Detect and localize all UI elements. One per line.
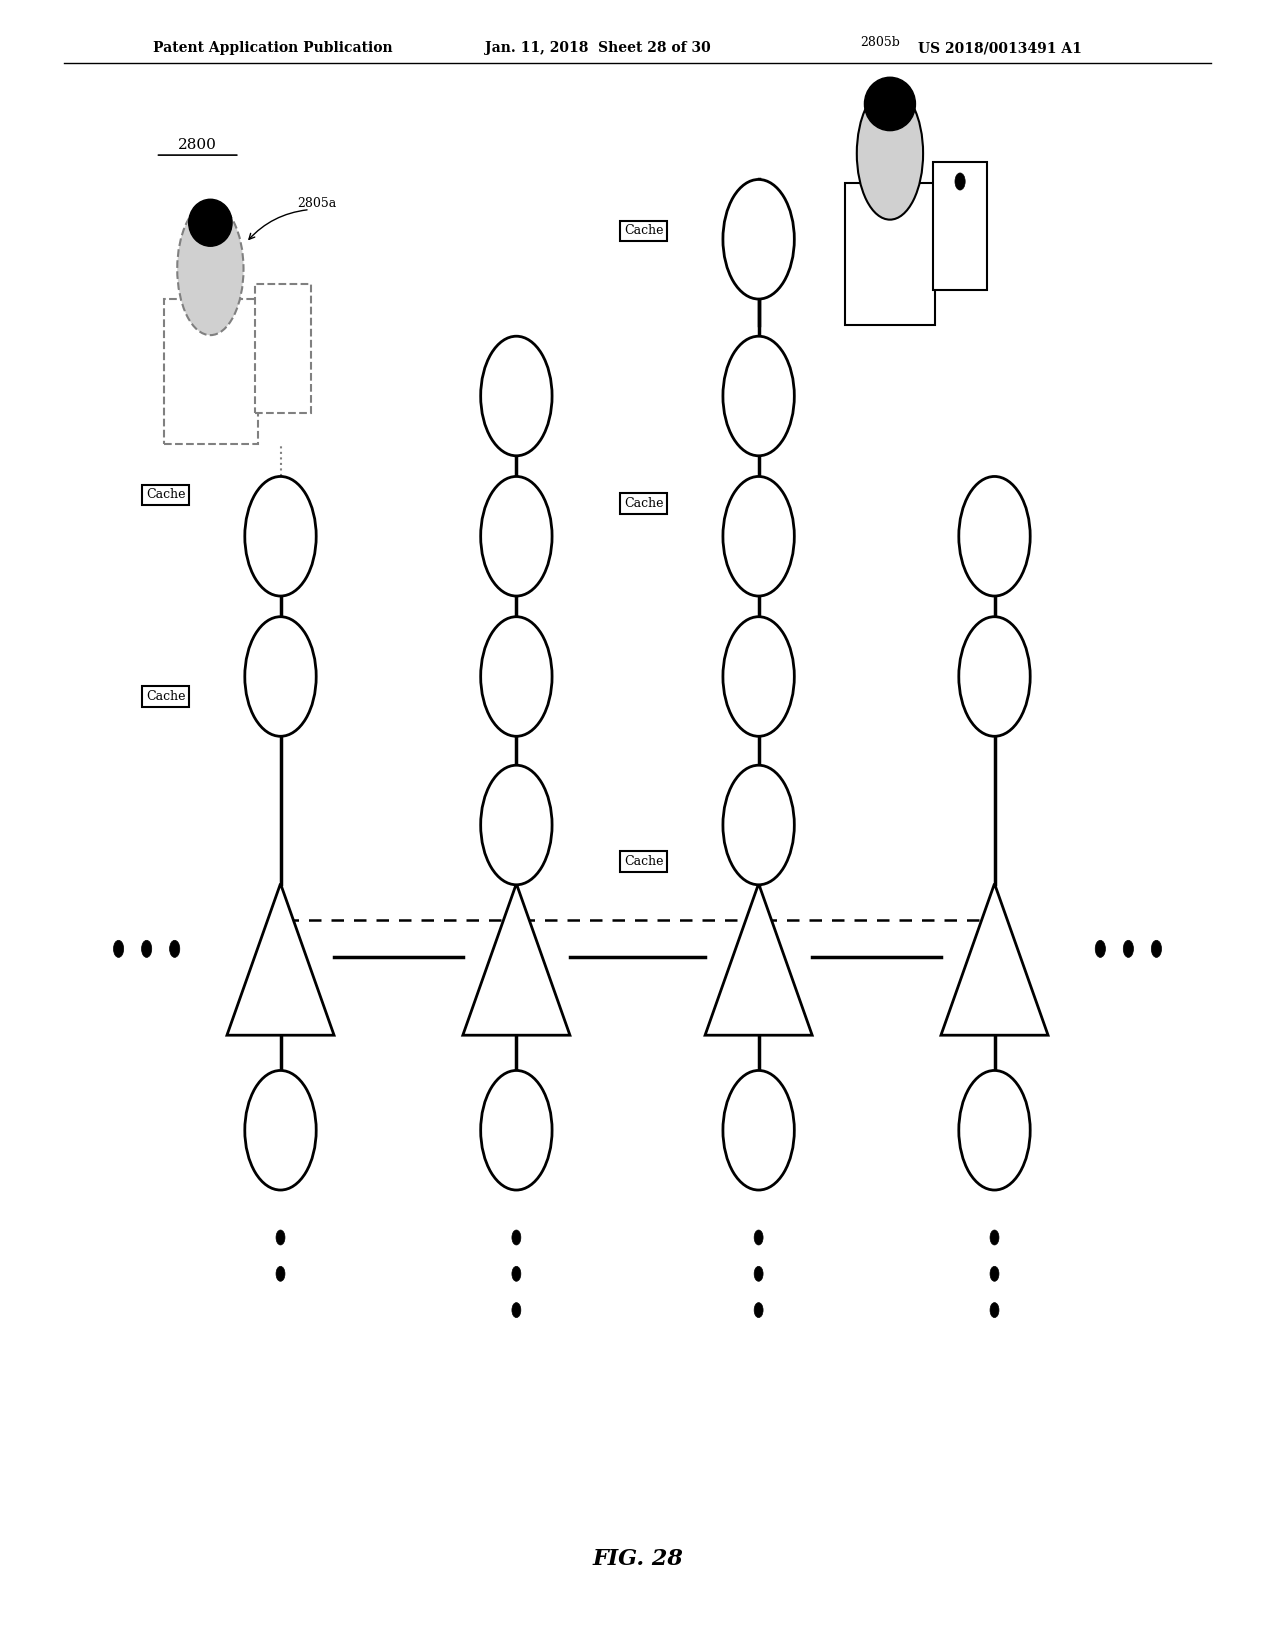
Ellipse shape <box>481 1071 552 1190</box>
Ellipse shape <box>723 617 794 736</box>
Ellipse shape <box>113 940 124 957</box>
Polygon shape <box>941 884 1048 1035</box>
Ellipse shape <box>755 1229 762 1246</box>
Ellipse shape <box>723 337 794 455</box>
Ellipse shape <box>481 617 552 736</box>
Text: Cache: Cache <box>625 224 663 238</box>
Text: 2805a: 2805a <box>297 196 337 210</box>
Text: US 2018/0013491 A1: US 2018/0013491 A1 <box>918 41 1082 54</box>
Ellipse shape <box>275 1266 284 1282</box>
Ellipse shape <box>513 1229 520 1246</box>
FancyBboxPatch shape <box>164 299 258 444</box>
Ellipse shape <box>755 1266 762 1282</box>
Ellipse shape <box>481 477 552 596</box>
Ellipse shape <box>723 766 794 884</box>
Polygon shape <box>705 884 812 1035</box>
Ellipse shape <box>959 617 1030 736</box>
Text: Cache: Cache <box>625 497 663 510</box>
FancyBboxPatch shape <box>933 162 987 290</box>
Ellipse shape <box>723 477 794 596</box>
Ellipse shape <box>723 1071 794 1190</box>
Ellipse shape <box>275 1229 284 1246</box>
Ellipse shape <box>245 477 316 596</box>
Text: Jan. 11, 2018  Sheet 28 of 30: Jan. 11, 2018 Sheet 28 of 30 <box>484 41 710 54</box>
Text: 2805b: 2805b <box>859 36 900 50</box>
Text: 2800: 2800 <box>179 139 217 152</box>
Ellipse shape <box>955 173 965 190</box>
Ellipse shape <box>177 203 244 335</box>
Ellipse shape <box>1151 940 1162 957</box>
Ellipse shape <box>245 1071 316 1190</box>
Ellipse shape <box>142 940 152 957</box>
Ellipse shape <box>857 87 923 219</box>
Ellipse shape <box>481 337 552 455</box>
Ellipse shape <box>170 940 180 957</box>
Ellipse shape <box>959 477 1030 596</box>
Polygon shape <box>463 884 570 1035</box>
Ellipse shape <box>245 617 316 736</box>
Ellipse shape <box>989 1266 1000 1282</box>
Ellipse shape <box>864 78 915 130</box>
Text: Patent Application Publication: Patent Application Publication <box>153 41 393 54</box>
Ellipse shape <box>989 1302 1000 1318</box>
FancyBboxPatch shape <box>255 284 311 412</box>
Text: Cache: Cache <box>625 855 663 868</box>
Text: Cache: Cache <box>147 690 185 703</box>
Ellipse shape <box>1095 940 1105 957</box>
Ellipse shape <box>959 1071 1030 1190</box>
FancyBboxPatch shape <box>845 183 935 325</box>
Ellipse shape <box>481 766 552 884</box>
Ellipse shape <box>513 1266 520 1282</box>
Ellipse shape <box>755 1302 762 1318</box>
Polygon shape <box>227 884 334 1035</box>
Ellipse shape <box>989 1229 1000 1246</box>
Ellipse shape <box>513 1302 520 1318</box>
Ellipse shape <box>189 200 232 246</box>
Text: FIG. 28: FIG. 28 <box>592 1548 683 1571</box>
Text: Cache: Cache <box>147 488 185 502</box>
Ellipse shape <box>1123 940 1133 957</box>
Ellipse shape <box>723 180 794 299</box>
